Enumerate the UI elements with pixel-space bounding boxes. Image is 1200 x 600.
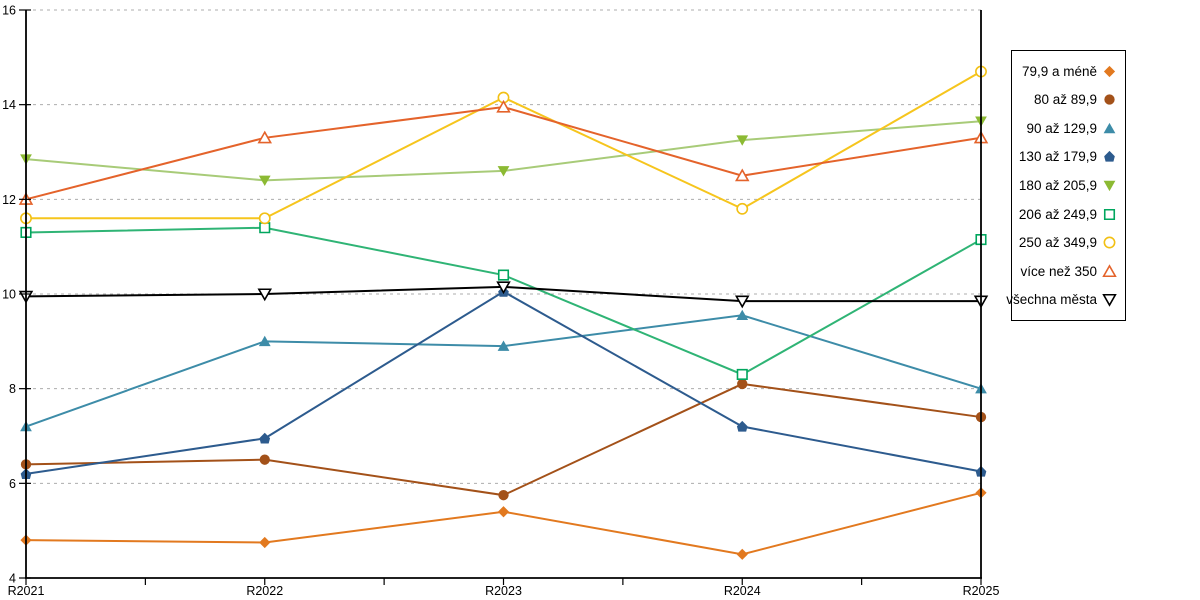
legend-label: 206 až 249,9 (1018, 206, 1097, 222)
gridlines (26, 9, 981, 484)
triangle-down-open-marker (257, 288, 273, 302)
legend-label: 250 až 349,9 (1018, 235, 1097, 251)
legend-marker-icon (1104, 151, 1115, 163)
series-7 (20, 65, 987, 225)
y-tick-label: 4 (9, 572, 16, 586)
legend-item-4: 130 až 179,9 (1016, 149, 1117, 164)
series-line (25, 491, 982, 556)
triangle-down-marker (497, 166, 510, 177)
y-tick-label: 6 (9, 477, 16, 491)
triangle-down-open-marker (496, 281, 511, 295)
y-tick-label: 10 (2, 288, 16, 302)
legend-item-6: 206 až 249,9 (1016, 207, 1117, 222)
x-tick-label: R2021 (8, 584, 45, 598)
pentagon-marker (736, 420, 748, 432)
y-tick-label: 8 (9, 382, 16, 396)
series-line (25, 314, 982, 428)
circle-marker (1104, 94, 1115, 105)
legend-marker-icon (1103, 122, 1116, 134)
legend-marker-icon (1103, 65, 1116, 77)
y-axis-labels: 4 6 8 10 12 14 16 (2, 4, 31, 586)
series-line (25, 290, 982, 475)
triangle-up-marker (258, 335, 271, 347)
x-tick-label: R2022 (246, 584, 283, 598)
legend-label: všechna města (1006, 292, 1097, 308)
square-open-marker (497, 269, 510, 281)
legend-marker-icon (1103, 236, 1116, 249)
diamond-marker (497, 506, 510, 518)
triangle-up-open-marker (1102, 263, 1117, 277)
x-tick-label: R2025 (963, 584, 1000, 598)
triangle-down-open-marker (1102, 294, 1117, 307)
triangle-up-open-marker (257, 130, 273, 144)
diamond-marker (1103, 65, 1116, 77)
triangle-down-marker (1103, 180, 1116, 192)
series-line (25, 382, 982, 497)
legend-marker-icon (1103, 208, 1116, 220)
triangle-up-marker (1103, 122, 1116, 134)
series-4 (20, 286, 987, 480)
legend-label: více než 350 (1020, 263, 1097, 279)
legend-label: 79,9 a méně (1021, 63, 1097, 79)
legend-label: 180 až 205,9 (1018, 177, 1097, 193)
triangle-up-open-marker (734, 168, 750, 182)
triangle-down-marker (736, 135, 749, 146)
legend-item-2: 80 až 89,9 (1016, 92, 1117, 107)
y-tick-label: 14 (2, 98, 16, 112)
circle-open-marker (1103, 236, 1116, 249)
legend-item-9: všechna města (1006, 292, 1117, 307)
circle-open-marker (258, 212, 271, 225)
circle-marker (259, 454, 270, 465)
legend-marker-icon (1103, 180, 1116, 192)
legend-label: 130 až 179,9 (1018, 149, 1097, 165)
series-8 (18, 99, 989, 205)
x-axis-labels: R2021 R2022 R2023 R2024 R2025 (8, 578, 1000, 598)
y-tick-label: 12 (2, 193, 16, 207)
x-tick-label: R2024 (724, 584, 761, 598)
circle-marker (737, 378, 748, 390)
y-tick-label: 16 (2, 4, 16, 18)
x-tick-label: R2023 (485, 584, 522, 598)
legend-marker-icon (1102, 263, 1117, 277)
triangle-down-open-marker (734, 295, 750, 309)
triangle-down-marker (258, 175, 271, 186)
circle-marker (498, 490, 509, 501)
legend-marker-icon (1102, 294, 1117, 307)
series-2 (20, 378, 987, 501)
diamond-marker (259, 536, 271, 549)
circle-open-marker (736, 202, 749, 215)
legend: 79,9 a méně 80 až 89,9 90 až 129,9 130 až 1… (1006, 50, 1126, 321)
triangle-up-marker (736, 309, 749, 321)
legend-item-3: 90 až 129,9 (1016, 121, 1117, 136)
legend-item-7: 250 až 349,9 (1016, 235, 1117, 250)
legend-item-8: více než 350 (1016, 264, 1117, 279)
legend-item-1: 79,9 a méně (1016, 64, 1117, 79)
triangle-up-marker (497, 340, 510, 351)
legend-item-5: 180 až 205,9 (1016, 178, 1117, 193)
triangle-up-open-marker (496, 99, 511, 113)
pentagon-marker (259, 432, 271, 444)
diamond-marker (736, 548, 748, 560)
pentagon-marker (1104, 151, 1115, 163)
square-open-marker (259, 222, 271, 234)
legend-marker-icon (1104, 94, 1115, 105)
square-open-marker (736, 368, 748, 381)
legend-label: 90 až 129,9 (1026, 120, 1097, 136)
square-open-marker (1103, 208, 1116, 220)
legend-label: 80 až 89,9 (1033, 92, 1097, 108)
series-3 (20, 309, 987, 432)
